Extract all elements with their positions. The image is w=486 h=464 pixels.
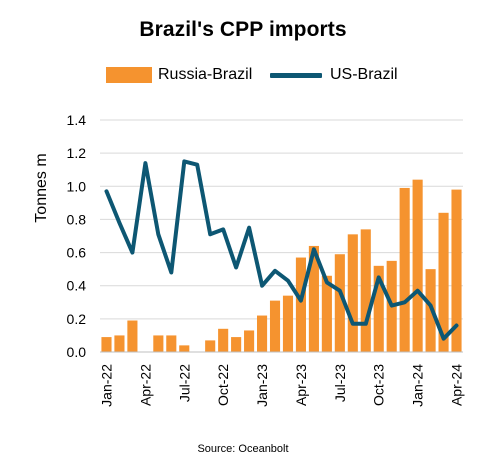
- bar-Feb-22: [114, 335, 125, 352]
- y-tick-label: 1.0: [67, 178, 87, 194]
- axes: 0.0 0.2 0.4 0.6 0.8 1.0 1.2 1.4 Jan-22 Apr-22 Jul-…: [67, 112, 465, 407]
- source-note: Source: Oceanbolt: [197, 443, 289, 455]
- bar-Jan-23: [256, 315, 268, 352]
- bar-series: [101, 179, 462, 352]
- x-tick-label: Jan-24: [410, 364, 426, 407]
- line-series: [104, 159, 459, 341]
- bar-May-23: [308, 245, 319, 352]
- bar-Apr-24: [451, 189, 462, 352]
- x-tick-label: Apr-24: [449, 364, 465, 406]
- bar-Jul-22: [179, 345, 190, 352]
- bar-May-22: [153, 335, 164, 352]
- legend: Russia-Brazil US-Brazil: [0, 66, 486, 88]
- bar-Apr-23: [295, 257, 307, 352]
- bar-Jun-23: [321, 275, 332, 352]
- x-tick-label: Jul-22: [176, 364, 192, 402]
- y-tick-label: 1.2: [67, 145, 87, 161]
- y-tick-label: 1.4: [67, 112, 87, 128]
- bar-Sep-23: [360, 229, 371, 352]
- bar-Mar-22: [127, 320, 138, 352]
- line-us-brazil: [104, 159, 459, 341]
- y-axis-label: Tonnes m: [33, 153, 50, 222]
- bar-Feb-23: [269, 300, 281, 352]
- legend-item-us-brazil: US-Brazil: [270, 66, 398, 84]
- legend-label-russia-brazil: Russia-Brazil: [158, 66, 253, 83]
- bar-Aug-23: [347, 234, 358, 352]
- bar-Dec-23: [399, 187, 410, 352]
- chart-title: Brazil's CPP imports: [139, 18, 347, 41]
- x-tick-label: Jan-23: [254, 364, 270, 407]
- bar-Sep-22: [205, 340, 216, 352]
- bar-Jan-24: [412, 179, 423, 352]
- legend-item-russia-brazil: Russia-Brazil: [106, 66, 252, 84]
- y-tick-label: 0.8: [67, 211, 87, 227]
- x-tick-label: Oct-22: [215, 364, 231, 406]
- bar-Nov-22: [231, 337, 242, 352]
- bar-Mar-23: [282, 295, 294, 352]
- bar-Jul-23: [334, 254, 345, 352]
- bar-Jun-22: [166, 335, 177, 352]
- bar-Mar-24: [438, 212, 449, 352]
- x-tick-label: Apr-23: [293, 364, 309, 406]
- x-tick-label: Oct-23: [371, 364, 387, 406]
- bar-Jan-22: [101, 337, 112, 352]
- y-tick-label: 0.0: [67, 344, 87, 360]
- bar-Dec-22: [244, 330, 255, 352]
- x-tick-label: Apr-22: [137, 364, 153, 406]
- legend-label-us-brazil: US-Brazil: [330, 66, 398, 83]
- y-tick-label: 0.2: [67, 311, 87, 327]
- bar-Oct-22: [218, 328, 229, 352]
- legend-swatch-bar: [106, 67, 152, 83]
- y-tick-label: 0.4: [67, 278, 87, 294]
- bar-Oct-23: [373, 265, 384, 352]
- x-tick-label: Jul-23: [332, 364, 348, 402]
- x-tick-label: Jan-22: [99, 364, 115, 407]
- legend-swatch-line: [270, 72, 322, 78]
- y-tick-label: 0.6: [67, 245, 87, 261]
